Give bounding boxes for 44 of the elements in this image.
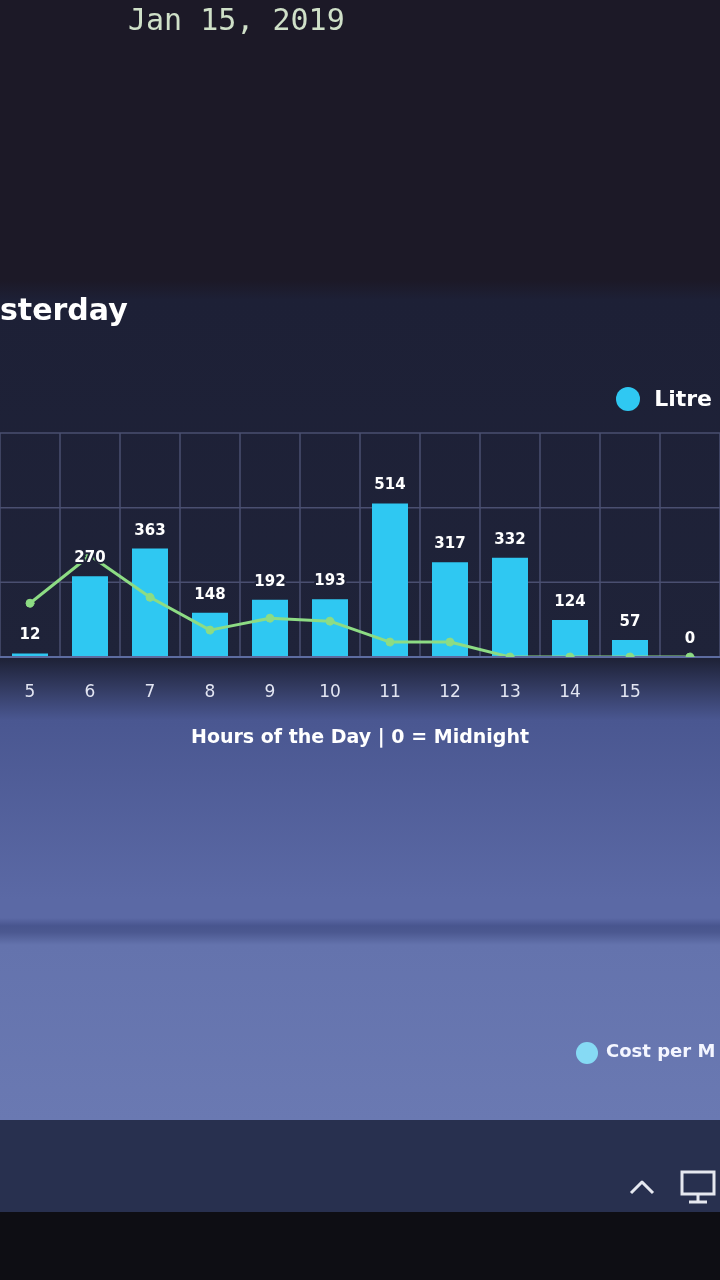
bar <box>432 562 468 657</box>
point <box>325 616 335 626</box>
point <box>385 637 395 647</box>
x-tick-label: 13 <box>499 681 521 702</box>
x-tick-label: 5 <box>24 681 36 702</box>
x-tick-label: 12 <box>439 681 461 702</box>
x-tick-label: 7 <box>144 681 156 702</box>
bar <box>372 503 408 657</box>
data-label: 57 <box>619 611 641 630</box>
bar <box>492 557 528 657</box>
data-label: 0 <box>684 629 696 647</box>
bar <box>312 599 348 657</box>
data-label: 317 <box>434 534 466 553</box>
data-label: 148 <box>194 584 226 603</box>
data-label: 332 <box>494 529 526 548</box>
x-tick-label: 15 <box>619 681 641 702</box>
text: Jan 15, 2019 <box>128 2 345 37</box>
point <box>145 592 155 602</box>
point <box>25 598 35 608</box>
chart-title: sterday <box>0 292 128 327</box>
legend-label: Litre <box>654 386 712 411</box>
x-axis-title: Hours of the Day | 0 = Midnight <box>190 725 530 748</box>
data-label: 124 <box>554 591 586 610</box>
data-label: 514 <box>374 475 406 494</box>
bar <box>192 612 228 657</box>
x-tick-label: 11 <box>379 681 401 702</box>
point <box>445 637 455 647</box>
text: Cost per M <box>606 1040 716 1061</box>
bar <box>552 619 588 657</box>
bar <box>252 599 288 657</box>
x-tick-label: 9 <box>264 681 276 702</box>
data-label: 12 <box>19 625 41 644</box>
bar <box>132 548 168 657</box>
data-label: 192 <box>254 571 286 590</box>
point <box>265 613 275 623</box>
bar <box>612 639 648 657</box>
x-tick-label: 14 <box>559 681 581 702</box>
point <box>205 625 215 635</box>
x-tick-label: 10 <box>319 681 341 702</box>
data-label: 363 <box>134 520 166 539</box>
bar <box>72 576 108 657</box>
x-tick-label: 6 <box>84 681 96 702</box>
x-tick-label: 8 <box>204 681 216 702</box>
data-label: 193 <box>314 571 346 590</box>
